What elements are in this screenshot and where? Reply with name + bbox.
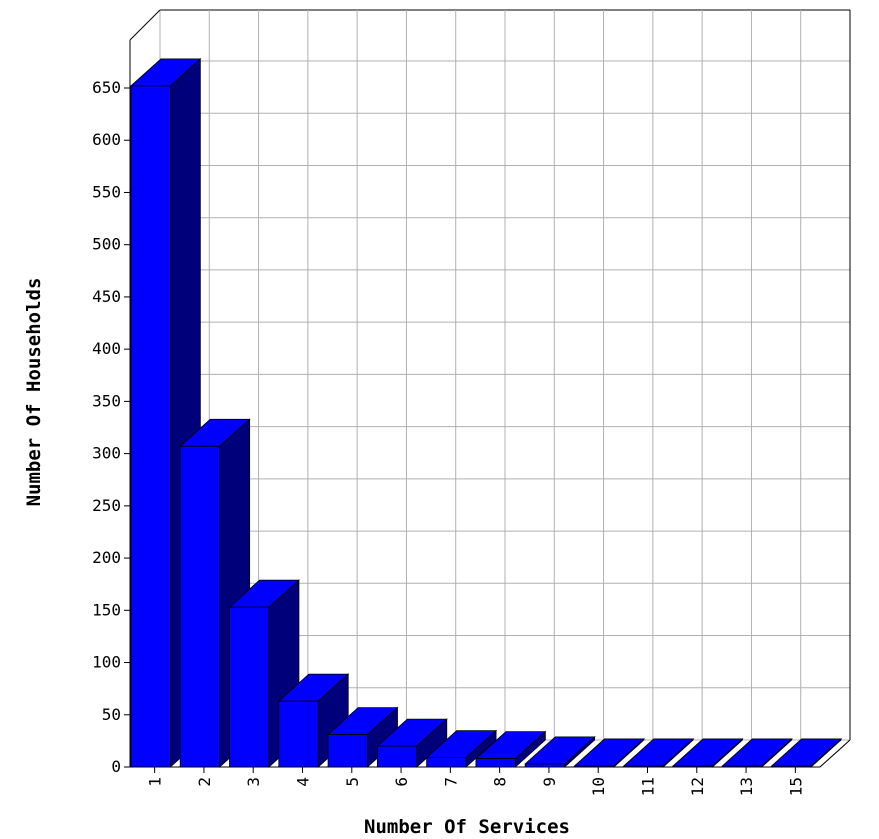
y-tick-label: 400 xyxy=(92,339,121,358)
y-tick-label: 450 xyxy=(92,287,121,306)
y-tick-label: 600 xyxy=(92,130,121,149)
bar-front-face xyxy=(771,765,812,768)
x-tick-label: 11 xyxy=(639,777,658,796)
y-tick-label: 650 xyxy=(92,78,121,97)
x-tick-label: 13 xyxy=(737,777,756,796)
y-tick-label: 350 xyxy=(92,391,121,410)
bar-front-face xyxy=(524,763,566,768)
x-tick-label: 3 xyxy=(244,777,263,787)
bar-front-face xyxy=(623,765,664,768)
bars xyxy=(129,58,843,768)
x-tick-label: 8 xyxy=(491,777,510,787)
x-axis-depth-line xyxy=(819,739,851,768)
y-tick-label: 50 xyxy=(102,705,121,724)
x-tick-label: 1 xyxy=(146,777,165,787)
y-tick-label: 250 xyxy=(92,496,121,515)
x-tick-label: 10 xyxy=(589,777,608,796)
x-tick-label: 2 xyxy=(195,777,214,787)
x-tick-label: 6 xyxy=(392,777,411,787)
y-axis-depth-line xyxy=(129,9,161,41)
bar-10 xyxy=(573,738,645,768)
bar-front-face xyxy=(376,745,418,768)
y-tick-label: 100 xyxy=(92,653,121,672)
y-tick-label: 200 xyxy=(92,548,121,567)
bar-11 xyxy=(622,738,695,768)
bar-front-face xyxy=(327,734,368,768)
bar-front-face xyxy=(672,765,713,768)
tick-labels: 0 50 100 150 200 250 300 350 400 450 500 550 600 650 1… xyxy=(92,78,805,796)
bar-front-face xyxy=(278,700,319,768)
x-tick-label: 5 xyxy=(343,777,362,787)
bar-front-face xyxy=(130,85,171,768)
bar-15 xyxy=(770,738,843,768)
bar-front-face xyxy=(229,606,270,768)
x-tick-label: 12 xyxy=(688,777,707,796)
x-tick-label: 4 xyxy=(294,777,313,787)
bar-front-face xyxy=(179,445,221,768)
x-tick-label: 7 xyxy=(441,777,460,787)
y-tick-label: 150 xyxy=(92,600,121,619)
y-tick-label: 300 xyxy=(92,444,121,463)
x-axis-title: Number Of Services xyxy=(364,816,570,838)
bar-front-face xyxy=(475,758,516,768)
y-tick-label: 550 xyxy=(92,182,121,201)
y-tick-label: 0 xyxy=(111,757,121,776)
bar-front-face xyxy=(426,757,467,768)
y-tick-label: 500 xyxy=(92,235,121,254)
bar-7 xyxy=(425,729,498,768)
bar-front-face xyxy=(721,765,763,768)
bar-12 xyxy=(672,738,744,768)
grid xyxy=(129,9,851,768)
bar-front-face xyxy=(574,765,615,768)
bar-9 xyxy=(524,735,596,768)
x-tick-label: 9 xyxy=(540,777,559,787)
y-axis-title: Number Of Households xyxy=(23,278,45,507)
bar-13 xyxy=(721,738,793,768)
bar-8 xyxy=(474,730,547,768)
bar-5 xyxy=(327,706,399,768)
bar-6 xyxy=(376,718,448,768)
x-tick-label: 15 xyxy=(786,777,805,796)
